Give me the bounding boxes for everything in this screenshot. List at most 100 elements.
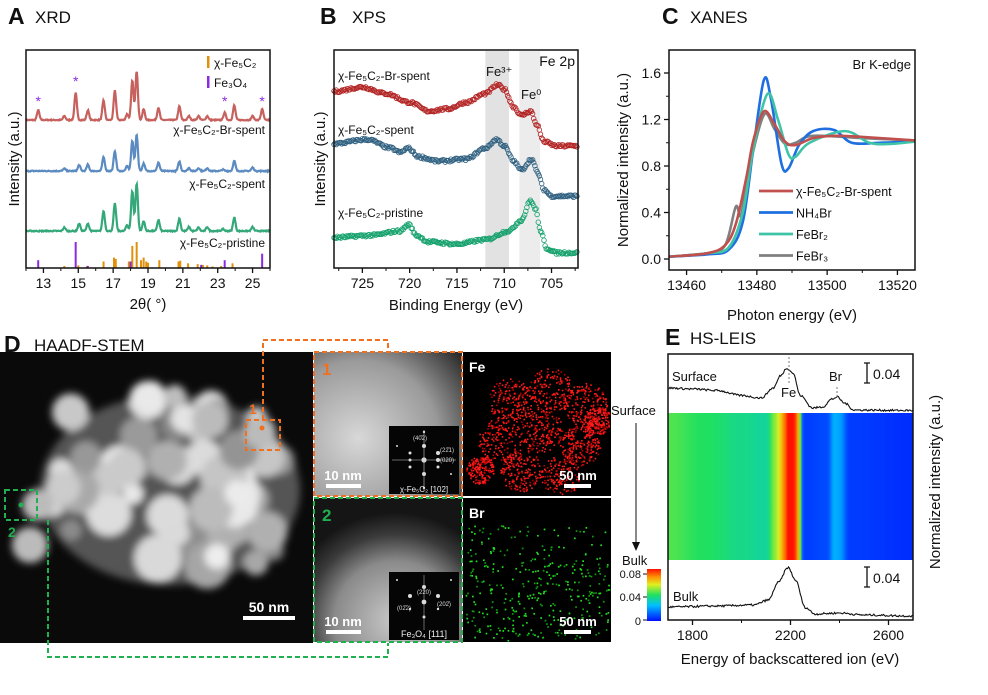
br-signal-pixel xyxy=(606,589,608,592)
fe-signal-pixel xyxy=(594,438,596,441)
fe-signal-pixel xyxy=(512,410,514,413)
fe-signal-pixel xyxy=(559,439,561,441)
fe-signal-pixel xyxy=(501,410,504,413)
br-signal-pixel xyxy=(503,602,506,604)
fe-signal-pixel xyxy=(569,459,572,462)
fe-signal-pixel xyxy=(565,454,567,456)
fe-signal-pixel xyxy=(567,404,569,407)
fe-signal-pixel xyxy=(560,395,563,398)
fe-signal-pixel xyxy=(482,474,484,477)
fe-signal-pixel xyxy=(502,398,505,401)
fe-signal-pixel xyxy=(562,439,564,441)
fe-signal-pixel xyxy=(546,420,549,422)
xps-data-point xyxy=(549,247,555,254)
fe-signal-pixel xyxy=(534,435,536,438)
br-signal-pixel xyxy=(584,553,587,556)
br-signal-pixel xyxy=(531,597,534,599)
fe-signal-pixel xyxy=(562,436,565,439)
fe-signal-pixel xyxy=(558,482,561,484)
nanoparticle xyxy=(192,402,228,438)
fe-signal-pixel xyxy=(565,479,568,481)
fe-signal-pixel xyxy=(575,453,577,456)
br-signal-pixel xyxy=(598,606,601,608)
br-signal-pixel xyxy=(588,575,591,577)
fe-signal-pixel xyxy=(588,417,591,420)
xps-data-point xyxy=(523,208,529,214)
fe-signal-pixel xyxy=(567,389,569,392)
br-signal-pixel xyxy=(565,564,568,566)
fe-signal-pixel xyxy=(509,395,512,397)
fe-signal-pixel xyxy=(569,457,571,459)
fe-signal-pixel xyxy=(588,387,590,389)
fe-signal-pixel xyxy=(497,417,499,420)
fe-signal-pixel xyxy=(571,404,574,407)
fe-signal-pixel xyxy=(534,464,536,467)
fe-signal-pixel xyxy=(514,448,516,451)
fe-signal-pixel xyxy=(588,394,590,397)
br-signal-pixel xyxy=(537,597,540,600)
fe-signal-pixel xyxy=(588,426,590,429)
fe-signal-pixel xyxy=(527,458,529,461)
br-signal-pixel xyxy=(562,625,564,627)
fe-signal-pixel xyxy=(580,409,583,411)
scale-bar-label: 10 nm xyxy=(324,468,362,483)
fe-signal-pixel xyxy=(544,405,547,407)
fe-signal-pixel xyxy=(553,408,556,411)
br-signal-pixel xyxy=(474,636,476,639)
br-signal-pixel xyxy=(511,597,514,600)
fe-signal-pixel xyxy=(522,463,525,465)
br-signal-pixel xyxy=(512,609,515,612)
br-signal-pixel xyxy=(546,623,548,625)
fe-signal-pixel xyxy=(510,485,513,488)
br-signal-pixel xyxy=(501,587,504,589)
fe-signal-pixel xyxy=(545,481,548,484)
fe-signal-pixel xyxy=(556,421,558,424)
fe-signal-pixel xyxy=(483,443,485,445)
fe-signal-pixel xyxy=(535,398,537,401)
fe-signal-pixel xyxy=(543,393,546,395)
fe-signal-pixel xyxy=(559,396,561,399)
fe-signal-pixel xyxy=(548,471,550,473)
fe-signal-pixel xyxy=(518,472,520,475)
fe-signal-pixel xyxy=(526,394,529,397)
fe-signal-pixel xyxy=(517,465,520,467)
br-signal-pixel xyxy=(548,564,550,567)
fe-signal-pixel xyxy=(506,463,509,465)
fe-signal-pixel xyxy=(495,426,498,429)
fe-signal-pixel xyxy=(566,474,569,477)
fe-signal-pixel xyxy=(519,452,521,455)
fe-signal-pixel xyxy=(598,416,600,418)
br-signal-pixel xyxy=(547,626,549,628)
fe-signal-pixel xyxy=(528,426,531,428)
fe-signal-pixel xyxy=(549,429,552,432)
fe-signal-pixel xyxy=(591,441,594,443)
fe-signal-pixel xyxy=(569,443,571,446)
fe-signal-pixel xyxy=(573,489,576,492)
fe-signal-pixel xyxy=(597,398,600,400)
fe-signal-pixel xyxy=(530,417,533,419)
x-tick-label: 21 xyxy=(175,275,191,291)
br-signal-pixel xyxy=(518,593,520,596)
reference-bar-fe5c2 xyxy=(179,260,182,268)
inset-1-frame xyxy=(313,351,463,497)
fe-signal-pixel xyxy=(492,466,495,468)
fe-signal-pixel xyxy=(555,473,557,475)
fe-signal-pixel xyxy=(581,461,583,463)
fe-signal-pixel xyxy=(546,371,549,373)
fe-signal-pixel xyxy=(484,440,486,443)
fe-signal-pixel xyxy=(553,483,555,485)
fe-signal-pixel xyxy=(572,463,574,465)
fe-signal-pixel xyxy=(570,443,572,445)
fe-signal-pixel xyxy=(527,412,530,415)
fe-signal-pixel xyxy=(568,417,571,419)
fe-signal-pixel xyxy=(498,391,500,393)
legend-label: Fe₃O₄ xyxy=(214,76,247,90)
br-signal-pixel xyxy=(599,592,602,595)
fe-signal-pixel xyxy=(535,414,538,416)
fe-signal-pixel xyxy=(582,455,584,457)
y-axis-label: Normalized intensity (a.u.) xyxy=(927,395,944,569)
fe-signal-pixel xyxy=(605,413,608,416)
br-signal-pixel xyxy=(534,558,536,561)
fe-signal-pixel xyxy=(529,434,531,436)
